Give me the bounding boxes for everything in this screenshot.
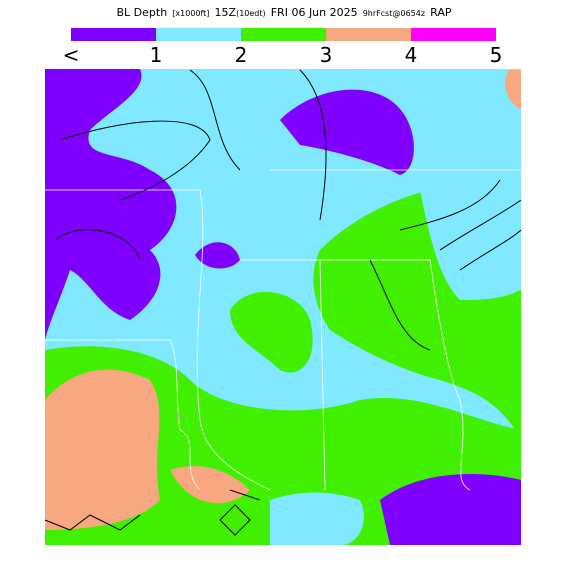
legend-label: 3 (320, 43, 333, 67)
field (504, 70, 521, 110)
field (195, 242, 240, 269)
legend-label: < (63, 43, 80, 67)
legend-swatch (411, 28, 496, 41)
title-part: RAP (430, 6, 452, 19)
legend-swatch (241, 28, 326, 41)
legend-swatch (326, 28, 411, 41)
field (380, 474, 521, 545)
title-part: BL Depth (117, 6, 168, 19)
state-border (45, 169, 521, 491)
title-part: 9hrFcst@0654z (363, 9, 425, 18)
legend-label: 5 (490, 43, 503, 67)
legend-swatch (156, 28, 241, 41)
title: BL Depth [x1000ft] 15Z(10edt) FRI 06 Jun… (117, 1, 452, 20)
field (170, 466, 250, 504)
legend-label: 1 (150, 43, 163, 67)
title-part: [x1000ft] (172, 9, 209, 18)
field (230, 291, 313, 373)
title-part: (10edt) (236, 9, 266, 18)
legend-label: 2 (235, 43, 248, 67)
field (45, 69, 177, 340)
legend-label: 4 (405, 43, 418, 67)
title-part: 15Z (215, 6, 237, 19)
field (45, 369, 160, 530)
title-part: FRI 06 Jun 2025 (271, 6, 358, 19)
field (420, 150, 521, 300)
field (280, 89, 414, 175)
field (270, 492, 364, 545)
legend-swatch (71, 28, 156, 41)
map (44, 69, 522, 545)
contour (44, 69, 522, 536)
color-legend: <1 2 3 4 5 (63, 28, 503, 67)
